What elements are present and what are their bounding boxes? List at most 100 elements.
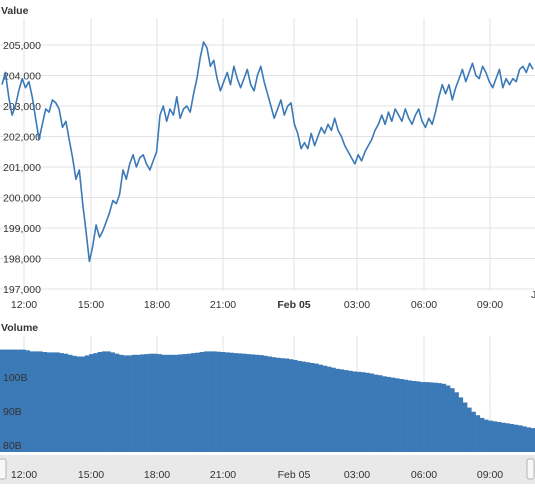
- volume-bar: [462, 402, 468, 452]
- volume-bar: [530, 428, 535, 452]
- volume-bar: [373, 374, 379, 452]
- value-y-tick-label: 199,000: [3, 223, 41, 235]
- volume-bar: [50, 352, 56, 452]
- volume-bar: [89, 354, 94, 452]
- volume-bar: [399, 379, 404, 452]
- volume-bar: [148, 353, 154, 452]
- value-x-tick-label: 09:00: [477, 299, 503, 311]
- navigator-right-handle[interactable]: [526, 458, 535, 480]
- value-x-tick-label: 12:00: [11, 299, 37, 311]
- volume-bar: [394, 378, 400, 452]
- volume-bar: [157, 354, 162, 452]
- volume-bar: [203, 351, 209, 452]
- volume-bar: [509, 424, 515, 452]
- volume-bar: [445, 385, 451, 452]
- volume-bar: [42, 352, 48, 452]
- navigator-x-tick-label: 21:00: [210, 469, 236, 481]
- volume-bar: [97, 352, 103, 452]
- volume-bar: [46, 352, 52, 452]
- volume-bar: [106, 351, 111, 452]
- volume-bar: [433, 382, 438, 452]
- volume-bar: [343, 370, 349, 452]
- volume-bar: [0, 349, 5, 452]
- volume-bar: [127, 355, 132, 452]
- volume-bar: [407, 380, 413, 452]
- volume-bar: [280, 358, 285, 452]
- volume-bar: [165, 354, 171, 452]
- value-x-tick-label: 18:00: [144, 299, 170, 311]
- volume-bar: [114, 353, 120, 452]
- navigator-x-tick-label: 06:00: [411, 469, 437, 481]
- volume-bar: [25, 350, 31, 452]
- volume-bar: [390, 377, 396, 452]
- value-y-tick-label: 200,000: [3, 193, 41, 205]
- volume-bar: [225, 352, 230, 452]
- volume-bar: [144, 354, 149, 452]
- volume-bar: [331, 367, 336, 452]
- volume-bar: [233, 353, 239, 452]
- value-x-tick-label-clipped: J: [531, 289, 535, 301]
- volume-bar: [309, 363, 315, 452]
- volume-bar: [29, 351, 35, 452]
- volume-bar: [369, 373, 374, 452]
- volume-bar: [297, 360, 302, 452]
- volume-bar: [174, 354, 179, 452]
- volume-bar: [93, 353, 98, 452]
- volume-y-tick-label: 100B: [3, 372, 28, 384]
- navigator-x-tick-label: 15:00: [78, 469, 104, 481]
- volume-bar: [322, 365, 328, 452]
- volume-bar: [135, 354, 141, 452]
- volume-bar: [195, 352, 200, 452]
- volume-bar: [76, 356, 81, 452]
- volume-bar: [263, 355, 268, 452]
- volume-bar: [212, 351, 217, 452]
- volume-bar: [208, 351, 213, 452]
- value-x-tick-label: 03:00: [344, 299, 370, 311]
- volume-bar: [467, 407, 472, 452]
- volume-bar: [110, 352, 115, 452]
- navigator-bar[interactable]: 12:00 15:00 18:00 21:00 Feb 05 03:00 06:00 09:0…: [0, 455, 535, 484]
- volume-bar: [271, 357, 277, 452]
- value-panel: Value 205,000 204,000 203,000 202,000 201,00…: [0, 5, 535, 311]
- navigator-left-handle[interactable]: [0, 458, 7, 480]
- volume-bar: [360, 372, 366, 452]
- value-series-line: [1, 41, 534, 263]
- value-y-tick-label: 197,000: [3, 284, 41, 296]
- volume-bar: [12, 349, 18, 452]
- value-y-tick-label: 205,000: [3, 40, 41, 52]
- volume-bar: [67, 354, 73, 452]
- volume-bar: [16, 349, 22, 452]
- volume-bar: [488, 420, 493, 452]
- volume-bar: [377, 375, 383, 452]
- volume-bar: [8, 349, 14, 452]
- volume-bar: [365, 372, 370, 452]
- volume-bar: [178, 354, 183, 452]
- volume-bar: [496, 422, 502, 452]
- volume-bar: [428, 382, 434, 452]
- volume-bar: [123, 355, 128, 452]
- volume-bar: [199, 352, 205, 452]
- value-x-tick-label: Feb 05: [277, 299, 310, 311]
- navigator-x-tick-label: 18:00: [144, 469, 170, 481]
- volume-bar: [161, 354, 166, 452]
- volume-bar: [21, 349, 26, 452]
- volume-bar: [484, 419, 489, 452]
- volume-bar: [458, 397, 464, 452]
- volume-bar: [38, 351, 43, 452]
- volume-bar: [259, 355, 264, 452]
- volume-bar: [424, 382, 430, 452]
- volume-bar: [339, 369, 345, 452]
- value-panel-title: Value: [1, 5, 29, 17]
- navigator-track[interactable]: [0, 455, 535, 484]
- volume-bar: [246, 354, 251, 452]
- navigator-x-tick-label: 09:00: [477, 469, 503, 481]
- volume-bar: [356, 371, 362, 452]
- volume-bar: [55, 352, 60, 452]
- volume-bar: [479, 417, 485, 452]
- volume-bar: [131, 354, 137, 452]
- volume-bar: [326, 366, 332, 452]
- volume-bar: [492, 421, 498, 452]
- volume-bar: [501, 422, 506, 452]
- volume-bar: [169, 354, 175, 452]
